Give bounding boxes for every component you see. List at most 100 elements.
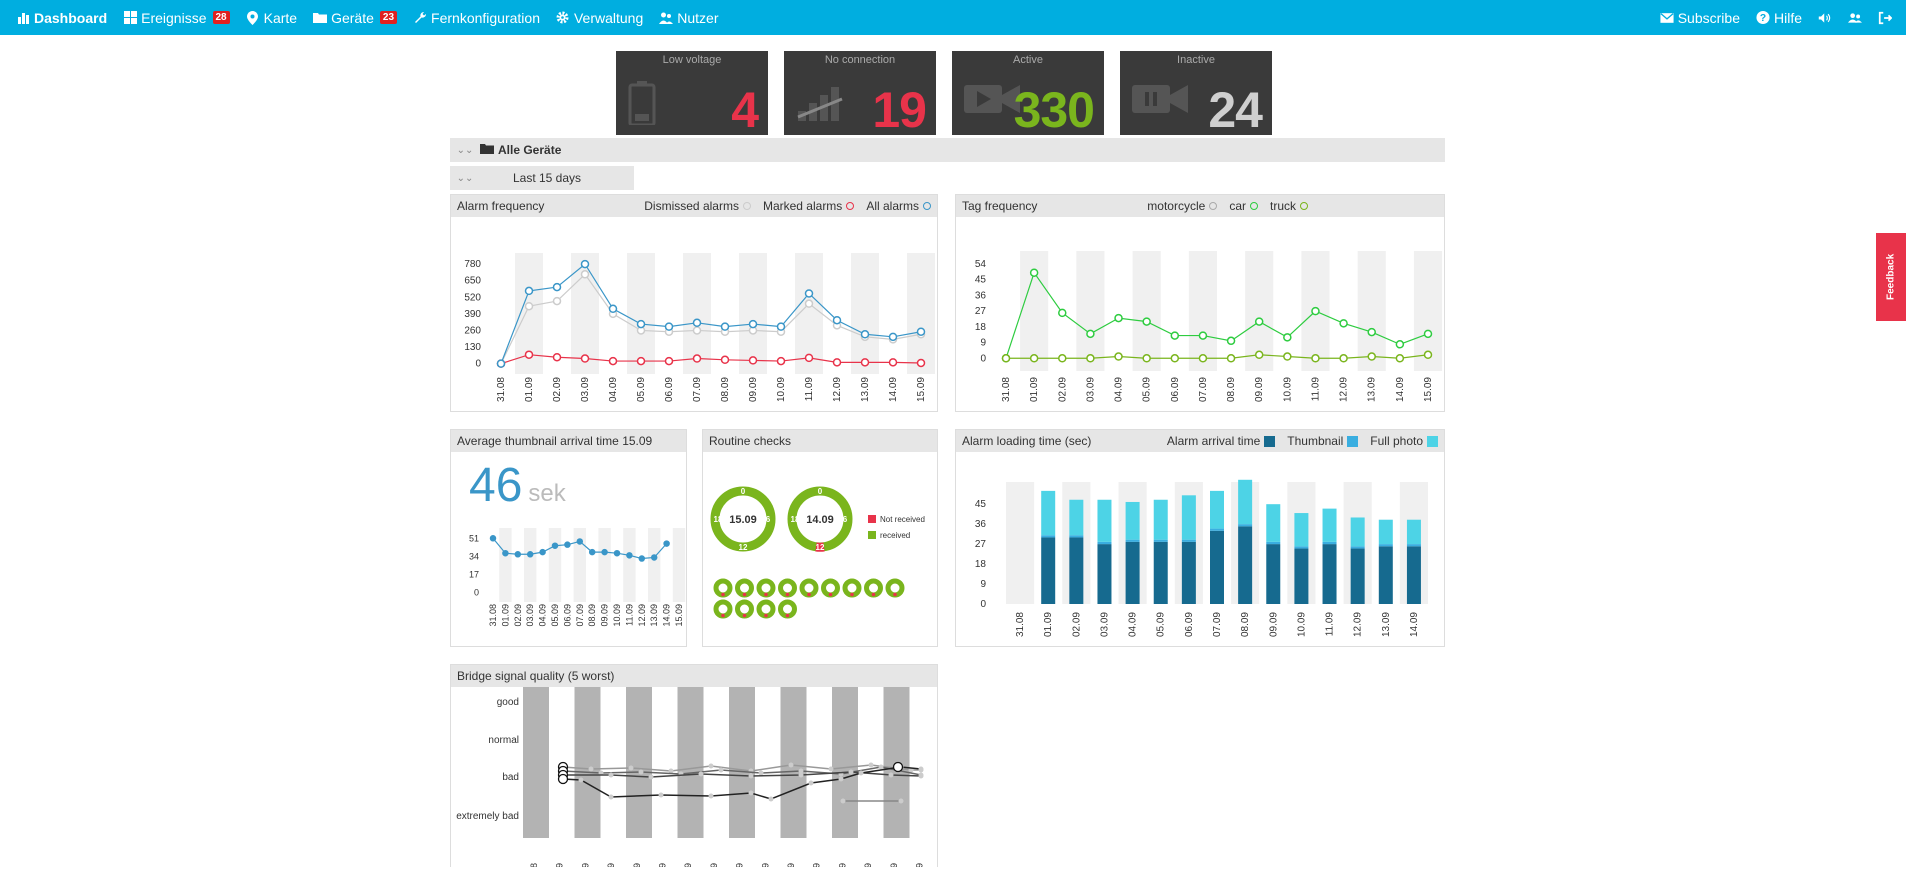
data-point[interactable] [879, 765, 884, 770]
bar-segment[interactable] [1238, 480, 1252, 524]
bar-segment[interactable] [1097, 542, 1111, 544]
data-point[interactable] [769, 797, 774, 802]
legend-item[interactable]: Dismissed alarms [644, 199, 751, 213]
bar-segment[interactable] [1266, 544, 1280, 604]
data-point[interactable] [890, 359, 897, 366]
data-point[interactable] [638, 321, 645, 328]
data-point[interactable] [609, 773, 614, 778]
data-point[interactable] [890, 333, 897, 340]
data-point[interactable] [806, 300, 813, 307]
data-point[interactable] [1256, 351, 1263, 358]
data-point[interactable] [1256, 318, 1263, 325]
data-point[interactable] [579, 778, 584, 783]
bar-segment[interactable] [1069, 537, 1083, 604]
subscribe-link[interactable]: Subscribe [1652, 0, 1748, 35]
bar-segment[interactable] [1126, 540, 1140, 542]
data-point[interactable] [722, 323, 729, 330]
data-point[interactable] [666, 323, 673, 330]
bar-segment[interactable] [1097, 500, 1111, 542]
bar-segment[interactable] [1154, 542, 1168, 604]
data-point[interactable] [719, 768, 724, 773]
bar-segment[interactable] [1266, 542, 1280, 544]
data-point[interactable] [1199, 332, 1206, 339]
data-point[interactable] [627, 553, 632, 558]
data-point[interactable] [1228, 337, 1235, 344]
bar-segment[interactable] [1041, 537, 1055, 604]
data-point[interactable] [491, 536, 496, 541]
data-point[interactable] [526, 351, 533, 358]
data-point[interactable] [799, 773, 804, 778]
data-point[interactable] [862, 359, 869, 366]
data-point[interactable] [1396, 355, 1403, 362]
data-point[interactable] [1284, 353, 1291, 360]
data-point[interactable] [526, 287, 533, 294]
bar-segment[interactable] [1323, 542, 1337, 544]
legend-item[interactable]: Full photo [1370, 434, 1438, 448]
data-point-highlight[interactable] [559, 775, 568, 784]
data-point[interactable] [919, 774, 924, 779]
data-point[interactable] [1087, 330, 1094, 337]
data-point[interactable] [1425, 330, 1432, 337]
data-point[interactable] [1059, 309, 1066, 316]
data-point[interactable] [554, 284, 561, 291]
data-point[interactable] [1368, 329, 1375, 336]
data-point[interactable] [841, 799, 846, 804]
data-point[interactable] [750, 357, 757, 364]
bar-segment[interactable] [1351, 546, 1365, 548]
bar-segment[interactable] [1323, 509, 1337, 542]
data-point[interactable] [589, 767, 594, 772]
data-point[interactable] [649, 775, 654, 780]
data-point[interactable] [849, 770, 854, 775]
data-point[interactable] [609, 795, 614, 800]
bar-segment[interactable] [1041, 491, 1055, 535]
data-point[interactable] [834, 317, 841, 324]
bar-segment[interactable] [1210, 531, 1224, 604]
data-point[interactable] [918, 328, 925, 335]
data-point[interactable] [1171, 355, 1178, 362]
data-point[interactable] [839, 777, 844, 782]
data-point[interactable] [806, 354, 813, 361]
bar-segment[interactable] [1154, 540, 1168, 542]
data-point[interactable] [722, 356, 729, 363]
data-point[interactable] [918, 359, 925, 366]
bar-segment[interactable] [1097, 544, 1111, 604]
data-point[interactable] [1312, 355, 1319, 362]
bar-segment[interactable] [1294, 546, 1308, 548]
data-point[interactable] [778, 358, 785, 365]
data-point[interactable] [1031, 355, 1038, 362]
data-point[interactable] [749, 791, 754, 796]
bar-segment[interactable] [1182, 495, 1196, 539]
legend-item[interactable]: Marked alarms [763, 199, 854, 213]
bar-segment[interactable] [1041, 535, 1055, 537]
bar-segment[interactable] [1126, 502, 1140, 540]
data-point[interactable] [919, 767, 924, 772]
data-point[interactable] [694, 355, 701, 362]
data-point[interactable] [1143, 318, 1150, 325]
data-point[interactable] [749, 774, 754, 779]
bar-segment[interactable] [1238, 526, 1252, 604]
data-point[interactable] [806, 290, 813, 297]
data-point[interactable] [659, 793, 664, 798]
data-point[interactable] [652, 555, 657, 560]
data-point[interactable] [709, 794, 714, 799]
data-point[interactable] [750, 321, 757, 328]
nav-item-dashboard[interactable]: Dashboard [0, 0, 115, 35]
bar-segment[interactable] [1379, 520, 1393, 544]
data-point[interactable] [859, 771, 864, 776]
bar-segment[interactable] [1294, 513, 1308, 546]
bar-segment[interactable] [1238, 524, 1252, 526]
bar-segment[interactable] [1323, 544, 1337, 604]
data-point[interactable] [709, 764, 714, 769]
data-point[interactable] [590, 550, 595, 555]
bar-segment[interactable] [1126, 542, 1140, 604]
data-point[interactable] [699, 772, 704, 777]
logout-button[interactable] [1870, 0, 1906, 35]
data-point[interactable] [639, 770, 644, 775]
help-link[interactable]: ? Hilfe [1748, 0, 1810, 35]
bar-segment[interactable] [1407, 544, 1421, 546]
bar-segment[interactable] [1294, 549, 1308, 604]
data-point[interactable] [1115, 315, 1122, 322]
